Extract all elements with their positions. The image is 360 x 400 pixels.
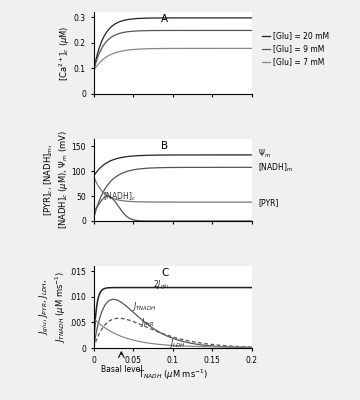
Y-axis label: [Ca$^{2+}$]$_c$ ($\mu$M): [Ca$^{2+}$]$_c$ ($\mu$M) bbox=[58, 25, 72, 81]
Text: [NADH]$_m$: [NADH]$_m$ bbox=[258, 161, 294, 174]
Text: [NADH]$_c$: [NADH]$_c$ bbox=[103, 191, 136, 203]
Y-axis label: [PYR]$_c$, [NADH]$_m$,
[NADH]$_c$ ($\mu$M), $\Psi_m$ (mV): [PYR]$_c$, [NADH]$_m$, [NADH]$_c$ ($\mu$… bbox=[43, 130, 70, 230]
Text: $\Psi_m$: $\Psi_m$ bbox=[258, 148, 271, 160]
Text: B: B bbox=[161, 141, 168, 151]
Text: $J_{PYR}$: $J_{PYR}$ bbox=[140, 316, 155, 329]
Text: [PYR]: [PYR] bbox=[258, 198, 279, 207]
Legend: [Glu] = 20 mM, [Glu] = 9 mM, [Glu] = 7 mM: [Glu] = 20 mM, [Glu] = 9 mM, [Glu] = 7 m… bbox=[262, 32, 329, 66]
Text: $J_{LDH}$: $J_{LDH}$ bbox=[169, 337, 185, 350]
Text: 2$J_{glu}$: 2$J_{glu}$ bbox=[153, 279, 170, 292]
Text: A: A bbox=[161, 14, 168, 24]
Text: $J_{TNADH}$: $J_{TNADH}$ bbox=[132, 300, 156, 312]
X-axis label: T$_{NADH}$ ($\mu$M ms$^{-1}$): T$_{NADH}$ ($\mu$M ms$^{-1}$) bbox=[138, 368, 208, 382]
Text: Basal level: Basal level bbox=[100, 365, 142, 374]
Y-axis label: $J_{glu}$, $J_{PYR}$, $J_{LDH}$,
$J_{TNADH}$ ($\mu$M ms$^{-1}$): $J_{glu}$, $J_{PYR}$, $J_{LDH}$, $J_{TNA… bbox=[38, 271, 68, 343]
Text: C: C bbox=[161, 268, 168, 278]
